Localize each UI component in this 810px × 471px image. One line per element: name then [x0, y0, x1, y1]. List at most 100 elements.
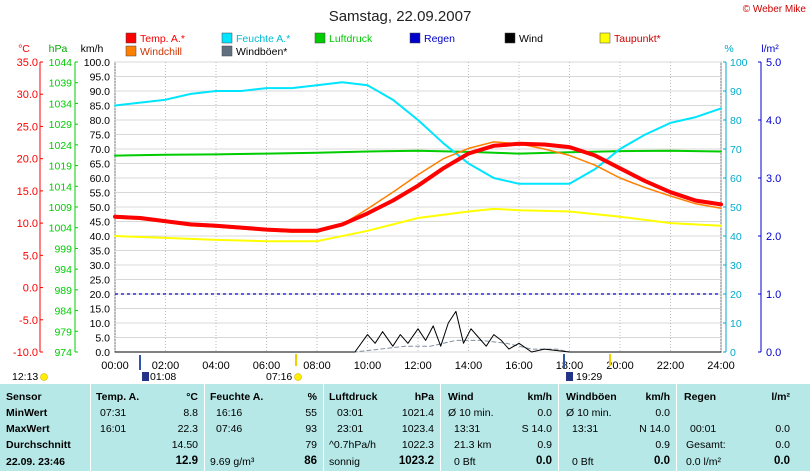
pressure-avg-value: 1022.3: [401, 439, 434, 451]
humidity-unit-label: %: [724, 43, 733, 55]
temp-max-time: 16:01: [100, 423, 127, 435]
wind-tick-label: 0.0: [95, 347, 110, 359]
rain-current-value: 0.0: [774, 455, 790, 467]
series-taupunkt: [114, 207, 722, 243]
pressure-tick-label: 1044: [49, 57, 73, 69]
wind-tick-label: 80.0: [90, 115, 111, 127]
wind-avg-label: Ø 10 min.: [448, 407, 494, 419]
temp-unit: °C: [186, 391, 198, 403]
legend-label: Feuchte A.*: [236, 33, 290, 45]
pressure-min-value: 1021.4: [401, 407, 434, 419]
wind-run: 21.3 km: [454, 439, 492, 451]
x-tick-label: 16:00: [505, 360, 533, 372]
rain-tick-label: 5.0: [766, 57, 781, 69]
wind-max-value: S 14.0: [521, 423, 552, 435]
temp-tick-label: 0.0: [23, 283, 38, 295]
humidity-tick-label: 100: [730, 57, 748, 69]
chart-series: [113, 81, 723, 353]
x-tick-label: 22:00: [657, 360, 685, 372]
wind-tick-label: 50.0: [90, 202, 111, 214]
event-time-label: 12:13: [12, 371, 38, 383]
temp-tick-label: 35.0: [17, 57, 38, 69]
series-temp-a: [113, 141, 723, 233]
rain-tick-label: 2.0: [766, 231, 781, 243]
legend-swatch: [314, 32, 326, 44]
gust-header: Windböen: [566, 391, 617, 403]
gust-column: Windböen km/h Ø 10 min. 0.0 13:31 N 14.0…: [560, 384, 677, 471]
x-tick-label: 10:00: [354, 360, 382, 372]
wind-tick-label: 35.0: [90, 246, 111, 258]
humidity-min-value: 55: [305, 407, 317, 419]
gust-unit: km/h: [645, 391, 670, 403]
legend-label: Windböen*: [236, 46, 287, 58]
chart-legend: Temp. A.* Feuchte A.* Luftdruck Regen Wind Ta…: [125, 32, 661, 58]
sensor-header: Sensor: [6, 391, 42, 403]
rain-max-value: 0.0: [775, 423, 790, 435]
sensor-column: Sensor MinWert MaxWert Durchschnitt 22.0…: [0, 384, 91, 471]
temp-min-time: 07:31: [100, 407, 127, 419]
rain-total-label: Gesamt:: [686, 439, 726, 451]
temp-column: Temp. A. °C 07:31 8.8 16:01 22.3 14.50 1…: [92, 384, 205, 471]
wind-header: Wind: [448, 391, 474, 403]
wind-tick-label: 25.0: [90, 275, 111, 287]
wind-beaufort: 0 Bft: [454, 456, 476, 468]
humidity-avg-value: 79: [305, 439, 317, 451]
temp-tick-label: 15.0: [17, 186, 38, 198]
humidity-tick-label: 70: [730, 144, 742, 156]
temp-tick-label: 5.0: [23, 250, 38, 262]
rain-tick-label: 1.0: [766, 289, 781, 301]
chart-axes: 35.0 30.0 25.0 20.0 15.0 10.0 5.0 0.0 -5.0 -10.0 1…: [13, 57, 781, 372]
pressure-current-value: 1023.2: [398, 455, 434, 467]
pressure-tick-label: 994: [54, 264, 72, 276]
avg-row-label: Durchschnitt: [6, 439, 71, 451]
wind-tick-label: 60.0: [90, 173, 111, 185]
x-tick-label: 08:00: [303, 360, 331, 372]
wind-tick-label: 75.0: [90, 130, 111, 142]
pressure-tick-label: 974: [54, 347, 72, 359]
pressure-tick-label: 984: [54, 306, 72, 318]
pressure-tick-label: 989: [54, 285, 72, 297]
temp-tick-label: 30.0: [17, 89, 38, 101]
humidity-min-time: 16:16: [216, 407, 243, 419]
moon-icon: [142, 372, 149, 381]
wind-tick-label: 90.0: [90, 86, 111, 98]
humidity-tick-label: 30: [730, 260, 742, 272]
pressure-tick-label: 1034: [49, 98, 73, 110]
wind-mean-value: 0.9: [537, 439, 552, 451]
sun-moon-events: 12:13 01:08 07:16 19:29: [12, 354, 611, 383]
pressure-tick-label: 999: [54, 243, 72, 255]
temp-tick-label: 25.0: [17, 121, 38, 133]
legend-label: Regen: [424, 33, 455, 45]
wind-current-value: 0.0: [536, 455, 552, 467]
event-time-label: 07:16: [266, 371, 292, 383]
wind-max-time: 13:31: [454, 423, 481, 435]
pressure-tick-label: 1024: [49, 140, 73, 152]
wind-tick-label: 30.0: [90, 260, 111, 272]
pressure-trend: ^0.7hPa/h: [329, 439, 376, 451]
x-tick-label: 02:00: [152, 360, 180, 372]
pressure-column: Luftdruck hPa 03:01 1021.4 23:01 1023.4 …: [325, 384, 441, 471]
legend-label: Temp. A.*: [140, 33, 185, 45]
x-tick-label: 20:00: [606, 360, 634, 372]
credit-label: © Weber Mike: [743, 4, 807, 15]
humidity-tick-label: 0: [730, 347, 736, 359]
sun-icon: [40, 373, 48, 381]
humidity-tick-label: 10: [730, 318, 742, 330]
gust-max-time: 13:31: [572, 423, 599, 435]
gust-avg-value: 0.0: [655, 407, 670, 419]
gust-avg-label: Ø 10 min.: [566, 407, 612, 419]
legend-swatch: [125, 45, 137, 57]
absolute-humidity: 9.69 g/m³: [210, 456, 255, 468]
wind-tick-label: 85.0: [90, 101, 111, 113]
max-row-label: MaxWert: [6, 423, 50, 435]
wind-tick-label: 65.0: [90, 159, 111, 171]
wind-column: Wind km/h Ø 10 min. 0.0 13:31 S 14.0 21.…: [442, 384, 559, 471]
rain-unit-label: l/m²: [761, 43, 779, 55]
gust-beaufort: 0 Bft: [572, 456, 594, 468]
temp-tick-label: 10.0: [17, 218, 38, 230]
temp-min-value: 8.8: [183, 407, 198, 419]
wind-unit-label: km/h: [81, 43, 104, 55]
legend-label: Windchill: [140, 46, 182, 58]
rain-tick-label: 4.0: [766, 115, 781, 127]
x-tick-label: 14:00: [455, 360, 483, 372]
